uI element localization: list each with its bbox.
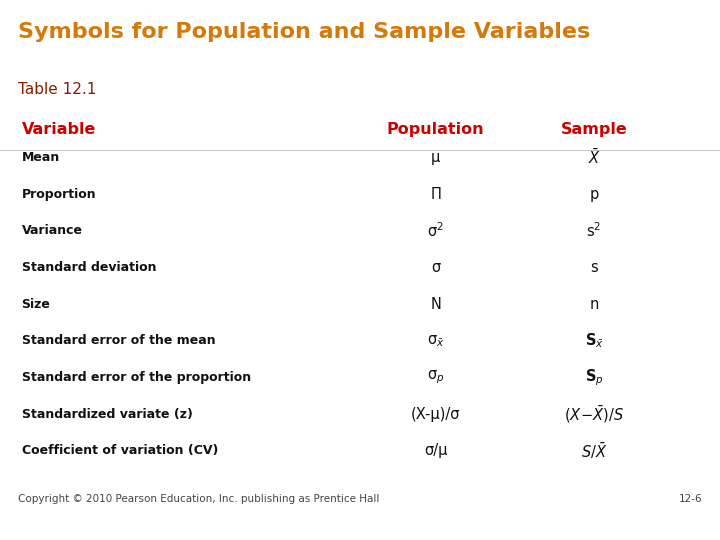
Text: $\mathbf{S}_{\bar{x}}$: $\mathbf{S}_{\bar{x}}$ [585, 332, 603, 350]
Text: 12-6: 12-6 [678, 495, 702, 504]
Text: Standard error of the mean: Standard error of the mean [22, 334, 215, 347]
Text: Variance: Variance [22, 224, 83, 237]
Text: Standard deviation: Standard deviation [22, 261, 156, 274]
Text: $S/\bar{X}$: $S/\bar{X}$ [581, 441, 607, 461]
Text: Standard error of the proportion: Standard error of the proportion [22, 371, 251, 384]
Text: σ: σ [431, 260, 440, 275]
Text: Sample: Sample [561, 122, 627, 137]
Text: Mean: Mean [22, 151, 60, 164]
Text: σ$_{\bar{x}}$: σ$_{\bar{x}}$ [427, 333, 444, 349]
Text: (X-μ)/σ: (X-μ)/σ [411, 407, 460, 422]
Text: Copyright © 2010 Pearson Education, Inc. publishing as Prentice Hall: Copyright © 2010 Pearson Education, Inc.… [18, 495, 379, 504]
Text: σ$_{p}$: σ$_{p}$ [427, 369, 444, 386]
Text: Table 12.1: Table 12.1 [18, 82, 96, 97]
Text: $\mathbf{S}_{p}$: $\mathbf{S}_{p}$ [585, 367, 603, 388]
Text: Π: Π [430, 187, 441, 201]
Text: Variable: Variable [22, 122, 96, 137]
Text: Standardized variate (z): Standardized variate (z) [22, 408, 192, 421]
Text: N: N [430, 296, 441, 312]
Text: Symbols for Population and Sample Variables: Symbols for Population and Sample Variab… [18, 22, 590, 43]
Text: n: n [589, 296, 599, 312]
Text: s$^{2}$: s$^{2}$ [586, 221, 602, 240]
Text: $(X\!-\!\bar{X})/S$: $(X\!-\!\bar{X})/S$ [564, 403, 624, 424]
Text: $\bar{X}$: $\bar{X}$ [588, 148, 600, 167]
Text: μ: μ [431, 150, 441, 165]
Text: p: p [590, 187, 598, 201]
Text: Population: Population [387, 122, 485, 137]
Text: σ/μ: σ/μ [424, 443, 447, 458]
Text: Size: Size [22, 298, 50, 310]
Text: Proportion: Proportion [22, 187, 96, 200]
Text: s: s [590, 260, 598, 275]
Text: σ$^{2}$: σ$^{2}$ [427, 221, 444, 240]
Text: Coefficient of variation (CV): Coefficient of variation (CV) [22, 444, 218, 457]
